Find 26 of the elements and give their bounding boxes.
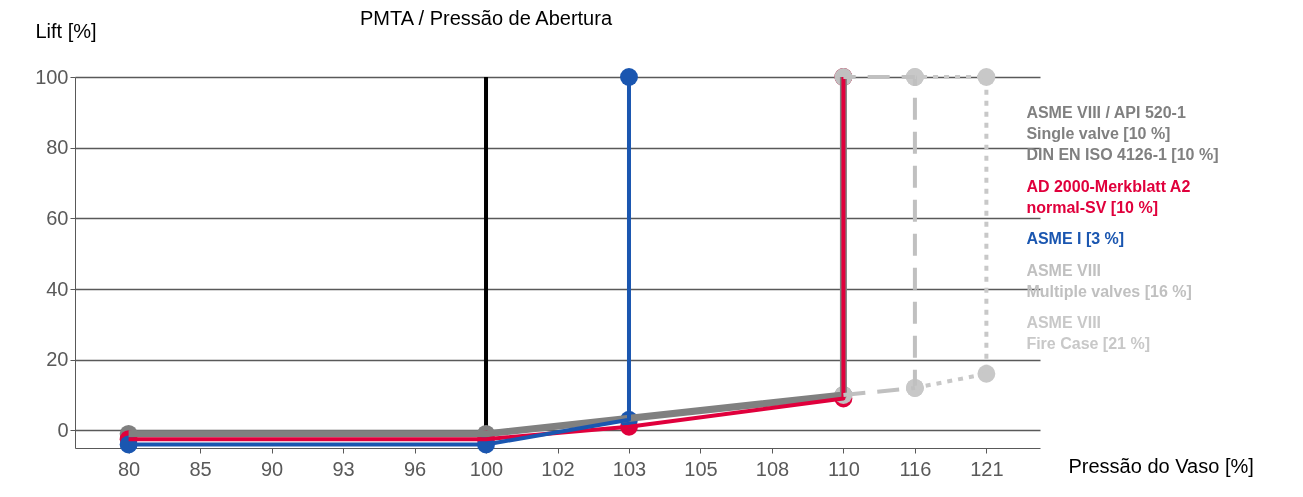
y-tick-label: 40 [46, 277, 69, 300]
x-tick-label: 121 [970, 457, 1004, 480]
x-tick-label: 103 [612, 457, 647, 480]
x-axis-title: Pressão do Vaso [%] [1068, 454, 1254, 477]
text: ASME I [3 %] [1026, 230, 1125, 248]
text: ASME VIII / API 520-1 Single valve [10 %] DIN EN ISO 4126-1 [10 %] [1026, 104, 1219, 164]
x-tick-label: 85 [189, 457, 212, 480]
text: ASME VIII Multiple valves [16 %] [1026, 261, 1192, 300]
x-tick-label: 96 [403, 457, 427, 480]
x-tick-label: 100 [469, 457, 504, 480]
ref-line-label: PMTA / Pressão de Abertura [360, 7, 613, 29]
x-tick-label: 116 [899, 457, 932, 480]
y-axis-title: Lift [%] [35, 19, 97, 42]
x-tick-label: 93 [332, 457, 355, 480]
x-tick-label: 108 [755, 457, 790, 480]
x-tick-label: 102 [541, 457, 575, 480]
x-tick-label: 80 [117, 457, 141, 480]
x-tick-label: 90 [260, 457, 284, 480]
y-tick-label: 0 [57, 418, 69, 441]
y-tick-label: 20 [46, 348, 69, 371]
x-tick-label: 105 [684, 457, 718, 480]
x-tick-label: 110 [827, 457, 860, 480]
y-tick-label: 80 [46, 136, 69, 159]
y-tick-label: 100 [35, 65, 69, 88]
y-tick-label: 60 [46, 206, 69, 229]
text: AD 2000-Merkblatt A2 normal-SV [10 %] [1026, 177, 1191, 216]
